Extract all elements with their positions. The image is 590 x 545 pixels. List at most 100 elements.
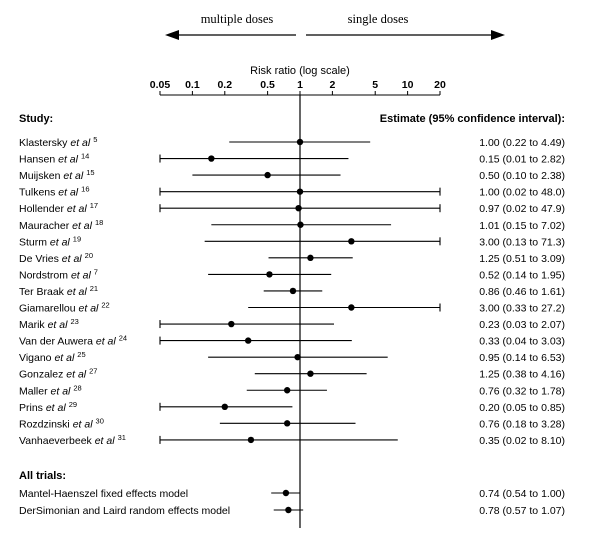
study-name: Prins <box>19 402 46 414</box>
right-arrow-head <box>491 30 505 40</box>
study-header: Study: <box>19 113 53 125</box>
estimate-label: 1.25 (0.38 to 4.16) <box>479 369 565 381</box>
study-et-al: et al <box>58 154 79 166</box>
study-reference: 7 <box>94 267 98 276</box>
study-name: De Vries <box>19 253 62 265</box>
study-name: Rozdzinski <box>19 418 73 430</box>
axis-tick-label: 20 <box>434 79 446 91</box>
estimate-label: 0.50 (0.10 to 2.38) <box>479 170 565 182</box>
point-estimate <box>296 188 304 195</box>
study-label: Ter Braak et al 21 <box>19 284 98 298</box>
axis-tick-label: 0.05 <box>150 79 171 91</box>
estimate-label: 1.01 (0.15 to 7.02) <box>479 220 565 232</box>
study-et-al: et al <box>63 170 84 182</box>
point-estimate <box>348 304 355 311</box>
axis-tick-label: 0.2 <box>217 79 232 91</box>
study-et-al: et al <box>48 319 69 331</box>
study-name: Tulkens <box>19 187 58 199</box>
estimate-label: 0.95 (0.14 to 6.53) <box>479 352 565 364</box>
right-direction-label: single doses <box>348 12 409 26</box>
point-estimate <box>294 353 301 361</box>
estimate-header: Estimate (95% confidence interval): <box>380 113 565 125</box>
estimate-label: 3.00 (0.13 to 71.3) <box>479 236 565 248</box>
study-name: Gonzalez <box>19 369 66 381</box>
study-label: Maller et al 28 <box>19 383 82 397</box>
point-estimate <box>283 420 291 427</box>
study-name: Van der Auwera <box>19 336 96 348</box>
estimate-label: 1.00 (0.02 to 48.0) <box>479 187 565 199</box>
axis-tick-label: 1 <box>297 79 303 91</box>
axis-label: Risk ratio (log scale) <box>250 65 350 77</box>
study-name: Nordstrom <box>19 269 71 281</box>
study-et-al: et al <box>95 435 116 447</box>
estimate-label: 0.97 (0.02 to 47.9) <box>479 203 565 215</box>
study-label: Giamarellou et al 22 <box>19 301 110 315</box>
study-et-al: et al <box>51 385 72 397</box>
estimate-label: 0.15 (0.01 to 2.82) <box>479 154 565 166</box>
study-et-al: et al <box>79 303 100 315</box>
pooled-header: All trials: <box>19 470 66 482</box>
study-label: Vigano et al 25 <box>19 350 86 364</box>
point-estimate <box>283 387 291 394</box>
point-estimate <box>282 489 290 497</box>
study-name: Hollender <box>19 203 67 215</box>
point-estimate <box>221 403 228 410</box>
point-estimate <box>307 370 314 377</box>
study-name: Klastersky <box>19 137 70 149</box>
point-estimate <box>264 171 271 179</box>
study-name: Giamarellou <box>19 303 79 315</box>
study-et-al: et al <box>50 236 71 248</box>
estimate-label: 0.35 (0.02 to 8.10) <box>479 435 565 447</box>
study-reference: 28 <box>73 383 81 392</box>
point-estimate <box>266 271 273 278</box>
point-estimate <box>296 138 304 146</box>
study-et-al: et al <box>66 369 87 381</box>
estimate-label: 0.76 (0.32 to 1.78) <box>479 385 565 397</box>
study-reference: 5 <box>93 135 97 144</box>
study-label: Prins et al 29 <box>19 400 77 414</box>
point-estimate <box>348 238 355 245</box>
study-label: Hollender et al 17 <box>19 201 98 215</box>
left-direction-label: multiple doses <box>201 12 274 26</box>
study-label: Rozdzinski et al 30 <box>19 416 104 430</box>
point-estimate <box>295 205 302 212</box>
axis-tick-label: 2 <box>329 79 335 91</box>
study-label: Hansen et al 14 <box>19 152 89 166</box>
estimate-label: 3.00 (0.33 to 27.2) <box>479 303 565 315</box>
study-reference: 21 <box>90 284 98 293</box>
axis-tick-label: 5 <box>372 79 378 91</box>
study-et-al: et al <box>73 418 94 430</box>
estimate-label: 0.20 (0.05 to 0.85) <box>479 402 565 414</box>
point-estimate <box>208 155 215 162</box>
left-arrow-head <box>165 30 179 40</box>
study-reference: 17 <box>90 201 98 210</box>
study-name: Maller <box>19 385 51 397</box>
study-name: Vanhaeverbeek <box>19 435 95 447</box>
point-estimate <box>247 436 255 444</box>
study-et-al: et al <box>54 352 75 364</box>
point-estimate <box>289 287 297 295</box>
axis-tick-label: 0.5 <box>260 79 275 91</box>
study-reference: 16 <box>81 185 89 194</box>
study-label: Mauracher et al 18 <box>19 218 103 232</box>
axis-tick-label: 0.1 <box>185 79 200 91</box>
study-label: De Vries et al 20 <box>19 251 93 265</box>
study-reference: 22 <box>101 301 109 310</box>
estimate-label: 1.00 (0.22 to 4.49) <box>479 137 565 149</box>
study-name: Vigano <box>19 352 54 364</box>
study-et-al: et al <box>67 203 88 215</box>
estimate-label: 0.52 (0.14 to 1.95) <box>479 269 565 281</box>
study-et-al: et al <box>62 253 83 265</box>
study-et-al: et al <box>67 286 88 298</box>
estimate-label: 0.74 (0.54 to 1.00) <box>479 488 565 500</box>
study-reference: 31 <box>118 433 126 442</box>
study-reference: 27 <box>89 367 97 376</box>
study-et-al: et al <box>96 336 117 348</box>
point-estimate <box>228 320 235 328</box>
study-et-al: et al <box>71 269 92 281</box>
study-reference: 20 <box>85 251 93 260</box>
study-name: Hansen <box>19 154 58 166</box>
study-reference: 18 <box>95 218 103 227</box>
estimate-label: 0.76 (0.18 to 3.28) <box>479 418 565 430</box>
